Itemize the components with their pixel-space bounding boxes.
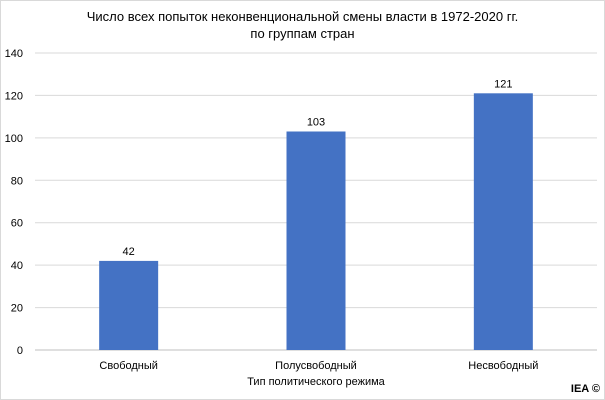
chart-title: Число всех попыток неконвенциональной см… <box>86 9 519 24</box>
chart-subtitle: по группам стран <box>250 26 355 41</box>
y-tick-label: 120 <box>5 90 23 102</box>
bar <box>473 93 533 351</box>
data-label: 42 <box>123 246 135 258</box>
y-tick-label: 80 <box>11 175 23 187</box>
y-tick-label: 40 <box>11 260 23 272</box>
y-tick-label: 0 <box>17 345 23 357</box>
x-category-label: Полусвободный <box>275 360 357 372</box>
bar <box>99 260 159 350</box>
bar <box>286 131 346 350</box>
y-tick-label: 20 <box>11 303 23 315</box>
chart-title-block: Число всех попыток неконвенциональной см… <box>1 8 604 42</box>
y-tick-label: 140 <box>5 48 23 60</box>
data-label: 103 <box>307 116 325 128</box>
x-category-label: Свободный <box>99 360 158 372</box>
x-category-label: Несвободный <box>468 360 538 372</box>
credit-label: IEA © <box>570 383 600 395</box>
y-tick-label: 100 <box>5 133 23 145</box>
data-label: 121 <box>494 78 512 90</box>
x-axis-label: Тип политического режима <box>247 376 385 388</box>
y-tick-label: 60 <box>11 218 23 230</box>
